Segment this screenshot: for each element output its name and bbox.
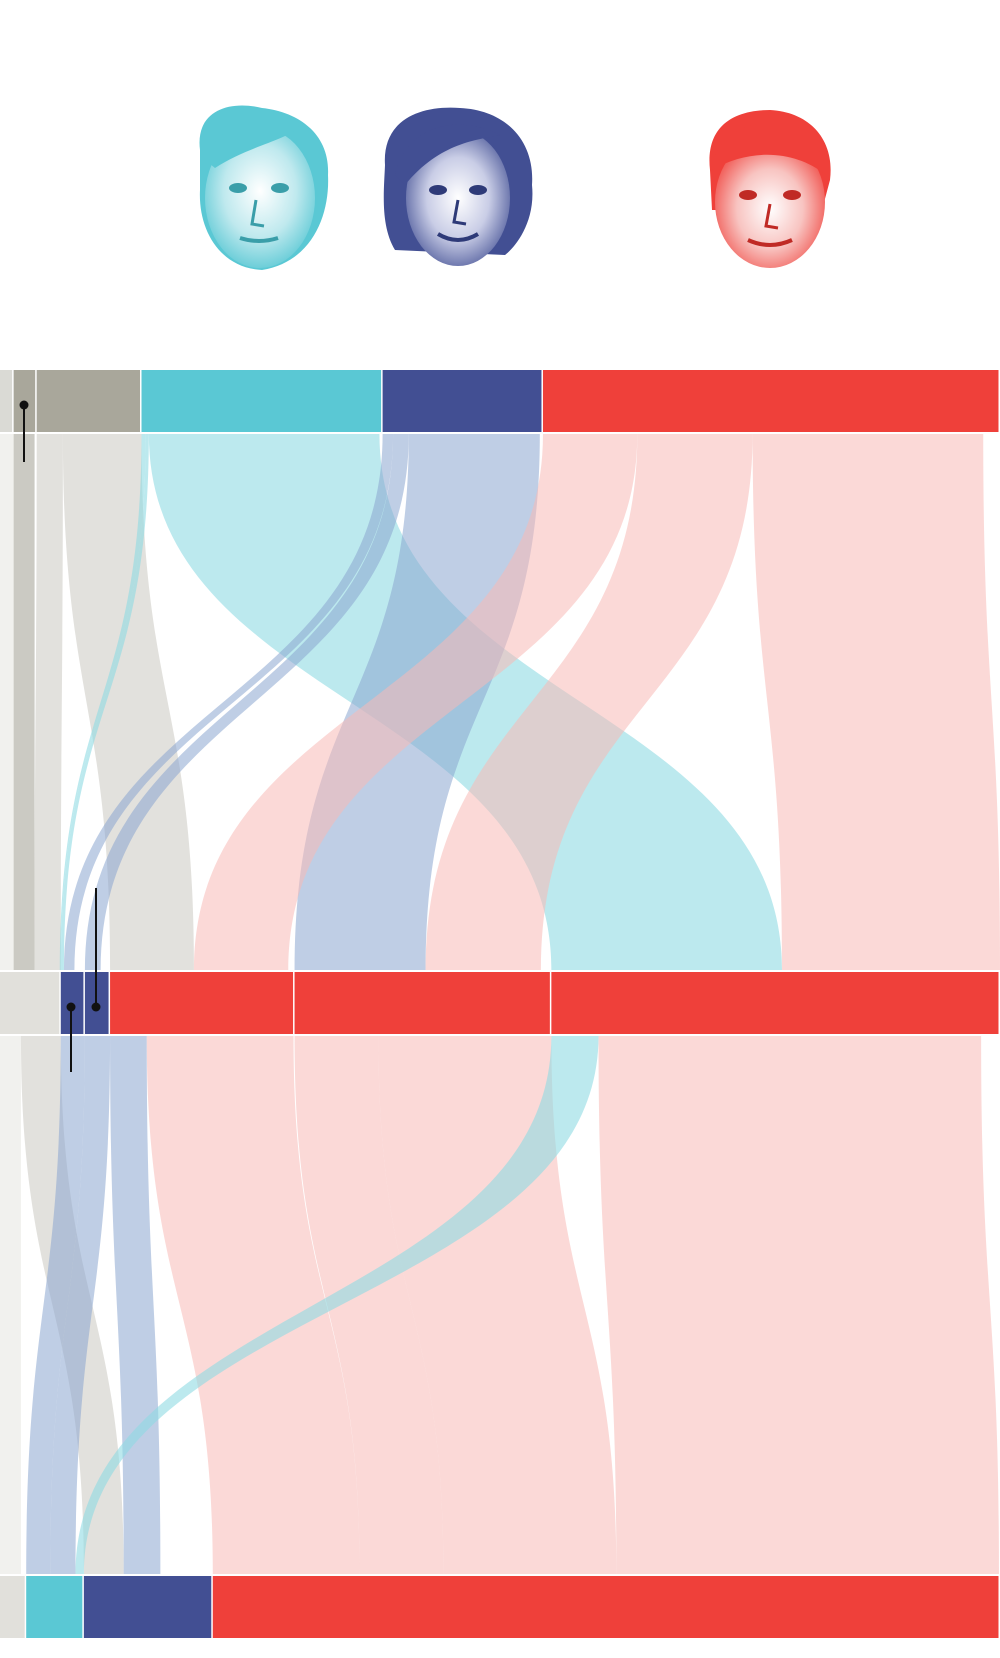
bar-stage0-segment-light-0	[0, 370, 13, 432]
flow-pecresse-8	[84, 434, 409, 970]
marine-le-pen-portrait	[199, 105, 329, 270]
bar-stage2-segment-lepen-1	[26, 1576, 83, 1638]
bars-layer	[0, 370, 999, 1638]
bar-stage0-segment-lepen-3	[141, 370, 382, 432]
emmanuel-macron-portrait	[709, 110, 831, 268]
flow-macron-11	[425, 434, 753, 970]
bar-stage1-segment-macron-3	[110, 972, 294, 1034]
flow-pecresse-17	[110, 1036, 161, 1574]
flow-light-0	[0, 434, 14, 970]
flow-macron-19	[294, 1036, 444, 1574]
flow-macron-22	[598, 1036, 999, 1574]
bar-stage2-segment-abstention-0	[0, 1576, 25, 1638]
flow-pecresse-7	[63, 434, 394, 970]
bar-stage1-segment-abstention-0	[0, 972, 60, 1034]
flows-layer	[0, 434, 1000, 1574]
bar-stage0-segment-pecresse-4	[382, 370, 542, 432]
marker-stage0-small-dot	[19, 400, 29, 410]
flow-macron-10	[193, 434, 638, 970]
flow-light-13	[0, 1036, 21, 1574]
bar-stage0-segment-macron-5	[542, 370, 999, 432]
flow-pecresse-16	[50, 1036, 111, 1574]
markers-layer	[19, 400, 101, 1072]
flow-abstention-3	[62, 434, 194, 970]
flow-macron-18	[146, 1036, 360, 1574]
candidate-portraits	[199, 105, 831, 270]
flow-pecresse-15	[26, 1036, 85, 1574]
bar-stage1-segment-macron-5	[551, 972, 999, 1034]
flow-macron-20	[378, 1036, 617, 1574]
bar-stage2-segment-macron-3	[212, 1576, 999, 1638]
flow-lepen-4	[59, 434, 146, 970]
bar-stage2-segment-pecresse-2	[83, 1576, 212, 1638]
valerie-pecresse-portrait	[383, 107, 533, 266]
flow-abstention-2	[34, 434, 63, 970]
bar-stage1-segment-macron-4	[294, 972, 550, 1034]
flow-lepen-5	[60, 434, 149, 970]
marker-stage1-upper-dot	[91, 1002, 101, 1012]
flow-macron-12	[752, 434, 1000, 970]
flow-lepen-21	[75, 1036, 599, 1574]
marker-stage1-lower-dot	[66, 1002, 76, 1012]
bar-stage0-segment-other-2	[36, 370, 141, 432]
flow-other-1	[13, 434, 35, 970]
